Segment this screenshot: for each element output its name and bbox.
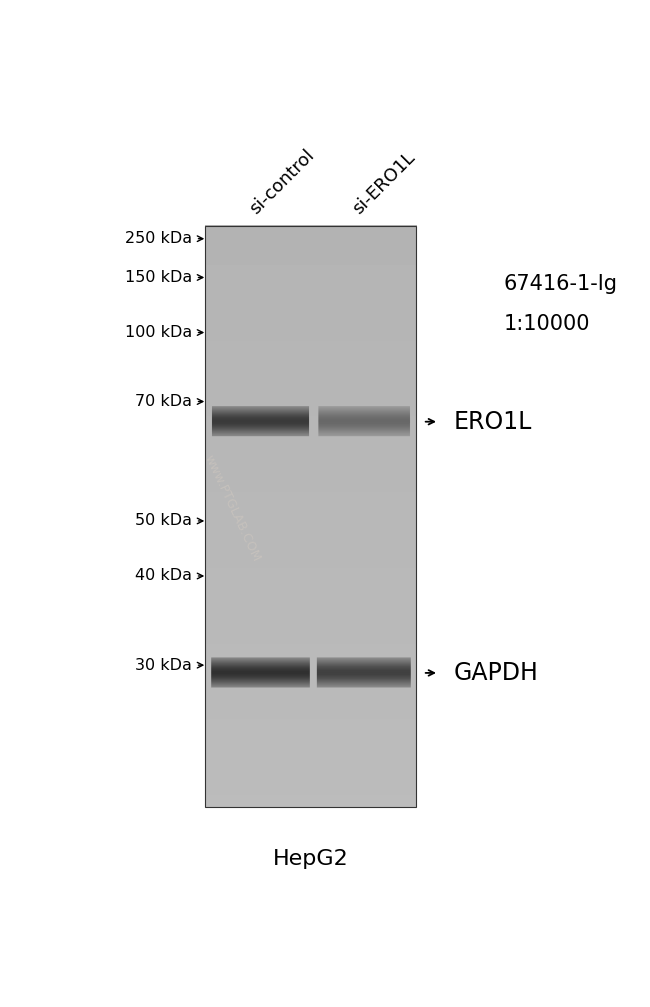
Text: GAPDH: GAPDH <box>454 661 539 685</box>
Text: 70 kDa: 70 kDa <box>135 394 192 409</box>
Text: si-ERO1L: si-ERO1L <box>349 148 419 218</box>
Text: si-control: si-control <box>246 146 318 218</box>
Text: 150 kDa: 150 kDa <box>125 270 192 285</box>
Text: 250 kDa: 250 kDa <box>125 232 192 246</box>
Text: 30 kDa: 30 kDa <box>135 658 192 673</box>
Text: 50 kDa: 50 kDa <box>135 514 192 529</box>
Bar <box>205 226 416 807</box>
Text: 100 kDa: 100 kDa <box>125 325 192 340</box>
Text: 67416-1-Ig: 67416-1-Ig <box>503 274 618 294</box>
Text: HepG2: HepG2 <box>272 849 348 869</box>
Text: 40 kDa: 40 kDa <box>135 569 192 583</box>
Text: ERO1L: ERO1L <box>454 410 532 434</box>
Text: www.PTGLAB.COM: www.PTGLAB.COM <box>202 453 263 564</box>
Text: 1:10000: 1:10000 <box>503 314 590 334</box>
